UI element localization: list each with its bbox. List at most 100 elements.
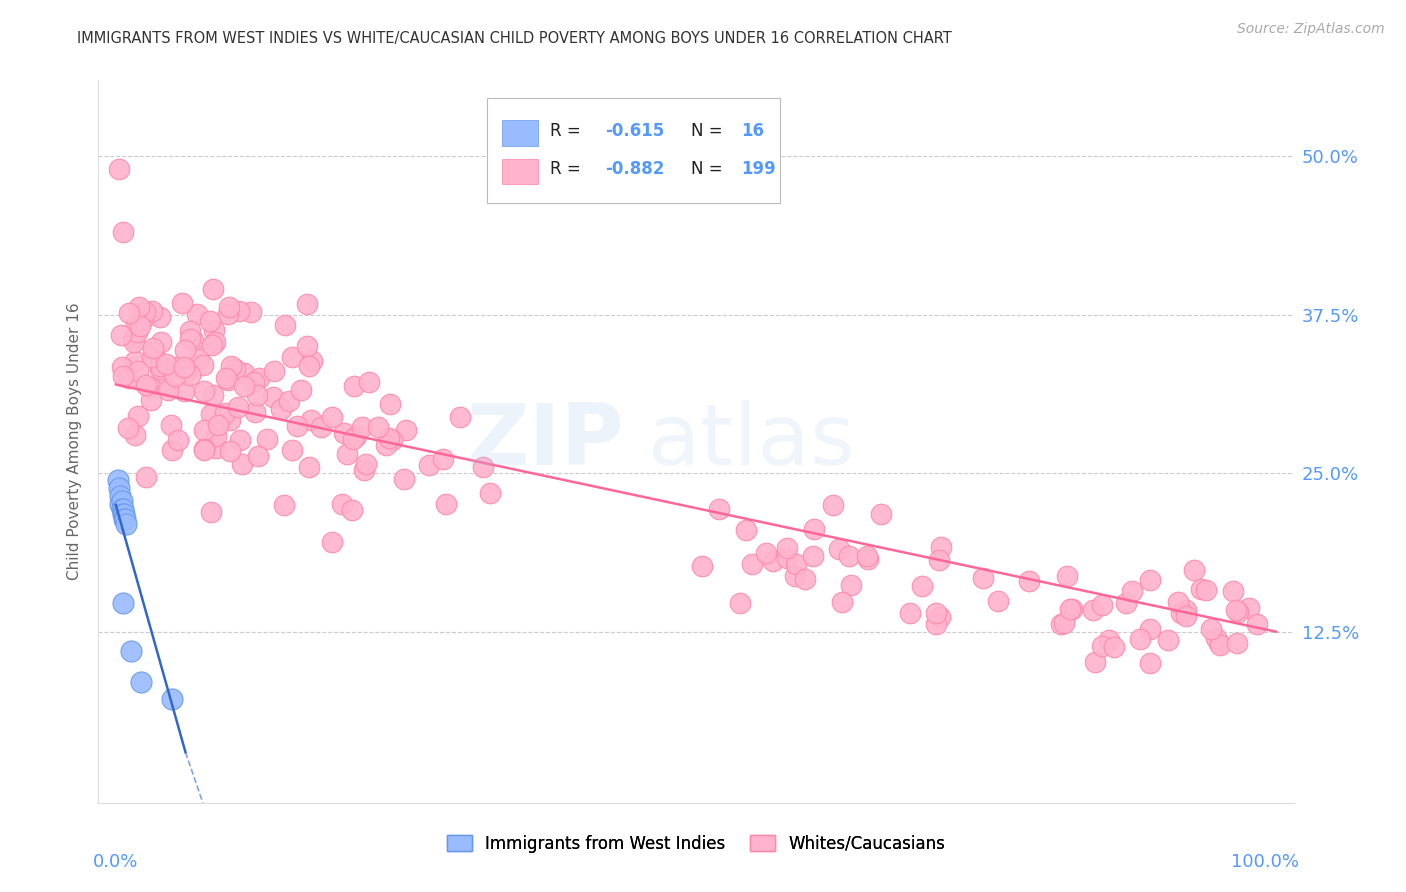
Point [755, 546, 778, 560]
Point [139, 393, 162, 408]
Point [342, 432, 364, 446]
Point [309, 420, 332, 434]
Point [735, 523, 758, 537]
Point [295, 339, 318, 353]
Point [295, 297, 318, 311]
Point [221, 359, 243, 374]
Point [1098, 633, 1121, 648]
Point [141, 304, 163, 318]
Point [111, 494, 134, 508]
Point [1175, 609, 1198, 624]
Point [245, 405, 267, 419]
Point [392, 472, 415, 486]
Point [186, 307, 208, 321]
Point [118, 305, 141, 319]
Point [1084, 655, 1107, 669]
Point [801, 549, 824, 563]
Point [357, 376, 380, 390]
Point [343, 379, 366, 393]
Point [111, 226, 134, 240]
Point [285, 419, 308, 434]
Point [870, 507, 893, 521]
Point [174, 364, 197, 378]
Point [1182, 563, 1205, 577]
Point [1053, 616, 1076, 631]
Point [155, 357, 177, 371]
Point [132, 312, 155, 326]
Point [707, 501, 730, 516]
Point [170, 296, 193, 310]
Point [243, 375, 266, 389]
FancyBboxPatch shape [486, 98, 780, 203]
Point [142, 341, 165, 355]
Point [1056, 568, 1078, 582]
Point [929, 610, 952, 624]
Text: ZIP: ZIP [467, 400, 624, 483]
Point [228, 304, 250, 318]
Point [114, 512, 136, 526]
Point [218, 300, 240, 314]
Point [131, 675, 153, 690]
Point [1115, 596, 1137, 610]
Text: R =: R = [550, 122, 586, 140]
Point [193, 442, 215, 456]
Point [855, 549, 877, 564]
Point [262, 390, 284, 404]
Point [1189, 582, 1212, 597]
Point [127, 409, 149, 423]
Point [149, 335, 172, 350]
Point [160, 691, 183, 706]
Point [1246, 617, 1268, 632]
Text: 100.0%: 100.0% [1232, 854, 1299, 871]
Point [117, 421, 139, 435]
Point [219, 413, 242, 427]
Point [928, 553, 950, 567]
Point [1208, 639, 1230, 653]
Point [1167, 595, 1189, 609]
Point [111, 359, 134, 374]
Point [239, 305, 262, 319]
Point [1170, 606, 1192, 620]
Text: 0.0%: 0.0% [93, 854, 138, 871]
Point [111, 595, 134, 609]
Point [124, 354, 146, 368]
Point [1225, 603, 1247, 617]
Point [247, 371, 270, 385]
Point [108, 161, 131, 176]
Point [107, 473, 129, 487]
Point [188, 351, 211, 366]
Point [149, 359, 172, 373]
Point [228, 433, 250, 447]
Point [138, 380, 160, 394]
Point [1226, 636, 1249, 650]
Point [803, 522, 825, 536]
Point [321, 535, 343, 549]
Point [783, 569, 806, 583]
Point [233, 366, 256, 380]
Point [135, 469, 157, 483]
Text: Source: ZipAtlas.com: Source: ZipAtlas.com [1237, 22, 1385, 37]
Point [122, 331, 145, 345]
Point [122, 334, 145, 349]
Point [472, 459, 495, 474]
Point [344, 429, 367, 443]
Point [1139, 574, 1161, 588]
Point [219, 443, 242, 458]
Point [380, 433, 402, 447]
Point [165, 368, 187, 383]
Point [925, 606, 948, 620]
Point [838, 549, 860, 563]
Text: 199: 199 [741, 161, 776, 178]
Point [1050, 617, 1073, 632]
Point [1222, 584, 1244, 599]
FancyBboxPatch shape [502, 120, 538, 146]
Point [217, 372, 239, 386]
Point [224, 362, 246, 376]
Point [478, 486, 501, 500]
Point [201, 338, 224, 352]
Point [762, 554, 785, 568]
Point [1195, 583, 1218, 598]
Text: -0.615: -0.615 [605, 122, 665, 140]
Point [929, 540, 952, 554]
Point [1157, 632, 1180, 647]
